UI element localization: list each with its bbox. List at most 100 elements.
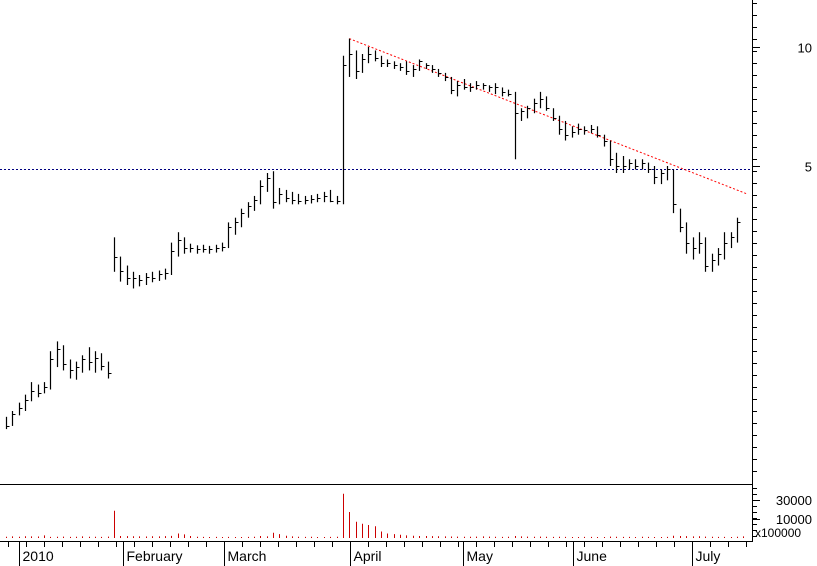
price-bar (164, 268, 169, 280)
price-bar (5, 416, 10, 430)
price-bar (336, 195, 341, 205)
price-bar (526, 105, 531, 119)
price-bar (291, 191, 296, 205)
reference-lines (0, 38, 752, 195)
price-bar (126, 265, 131, 285)
price-bar (202, 244, 207, 253)
price-bar (393, 61, 398, 69)
price-bar (234, 217, 239, 235)
price-bar (609, 140, 614, 166)
price-bar (380, 55, 385, 68)
price-bar (456, 81, 461, 97)
price-bar (596, 126, 601, 138)
price-bar (56, 341, 61, 368)
price-bar (552, 108, 557, 121)
price-bar (170, 242, 175, 275)
price-bar (494, 83, 499, 95)
price-bar (405, 61, 410, 75)
price-bar (266, 173, 271, 192)
price-bar (463, 78, 468, 90)
price-bars (5, 38, 741, 430)
price-bar (577, 123, 582, 135)
price-bar (107, 361, 112, 379)
price-bar (653, 166, 658, 185)
price-bar (698, 232, 703, 254)
price-bar (660, 169, 665, 185)
price-bar (558, 115, 563, 135)
price-bar (520, 108, 525, 121)
price-bar (361, 54, 366, 73)
price-bar (215, 244, 220, 253)
volume-axis-label: 10000 (776, 512, 812, 527)
price-bar (285, 189, 290, 203)
price-bar (482, 83, 487, 90)
price-bar (717, 248, 722, 266)
price-bar (272, 171, 277, 209)
price-bar (259, 180, 264, 205)
month-label: March (228, 548, 267, 564)
month-label: February (127, 548, 183, 564)
price-bar (304, 195, 309, 205)
price-bar (507, 89, 512, 97)
price-bar (412, 65, 417, 77)
price-bar (297, 193, 302, 205)
price-bar (189, 243, 194, 253)
price-bar (469, 83, 474, 92)
price-bar (81, 355, 86, 373)
price-bar (30, 382, 35, 402)
price-bar (221, 242, 226, 252)
price-bar (158, 270, 163, 281)
price-bar (679, 208, 684, 233)
price-bar (145, 273, 150, 285)
price-bar (151, 271, 156, 283)
price-bar (647, 162, 652, 174)
price-bar (730, 232, 735, 249)
price-bar (100, 353, 105, 371)
price-bar (177, 232, 182, 257)
price-bar (711, 253, 716, 272)
volume-multiplier-label: x100000 (755, 526, 801, 540)
price-bar (545, 96, 550, 111)
price-bar (348, 38, 353, 77)
price-bar (564, 120, 569, 141)
price-bar (183, 237, 188, 254)
price-bar (367, 47, 372, 64)
price-bar (666, 166, 671, 181)
price-bar (533, 98, 538, 114)
volume-axis-label: 30000 (776, 493, 812, 508)
price-bar (208, 245, 213, 254)
price-bar (501, 87, 506, 97)
price-bar (196, 245, 201, 254)
price-bar (590, 124, 595, 134)
price-bar (253, 195, 258, 211)
price-bar (62, 345, 67, 371)
price-bar (736, 217, 741, 243)
price-bar (622, 155, 627, 174)
price-bar (641, 159, 646, 170)
price-bar (488, 85, 493, 92)
price-bar (571, 126, 576, 138)
price-bar (75, 361, 80, 380)
price-bar (437, 68, 442, 77)
price-bar (444, 72, 449, 82)
price-bar (634, 159, 639, 170)
price-axis-minor-ticks (752, 3, 757, 472)
price-bar (704, 237, 709, 272)
price-bar (685, 222, 690, 254)
price-bar (316, 193, 321, 203)
price-bar (49, 351, 54, 390)
price-bar (603, 134, 608, 147)
price-bar (386, 59, 391, 68)
month-label: April (354, 548, 382, 564)
price-bar (310, 195, 315, 204)
volume-bars (6, 493, 744, 538)
month-label: May (467, 548, 493, 564)
price-bar (450, 76, 455, 95)
price-bar (113, 237, 118, 272)
price-bar (672, 169, 677, 214)
price-bar (329, 189, 334, 203)
price-bar (24, 394, 29, 412)
price-bar (88, 347, 93, 371)
